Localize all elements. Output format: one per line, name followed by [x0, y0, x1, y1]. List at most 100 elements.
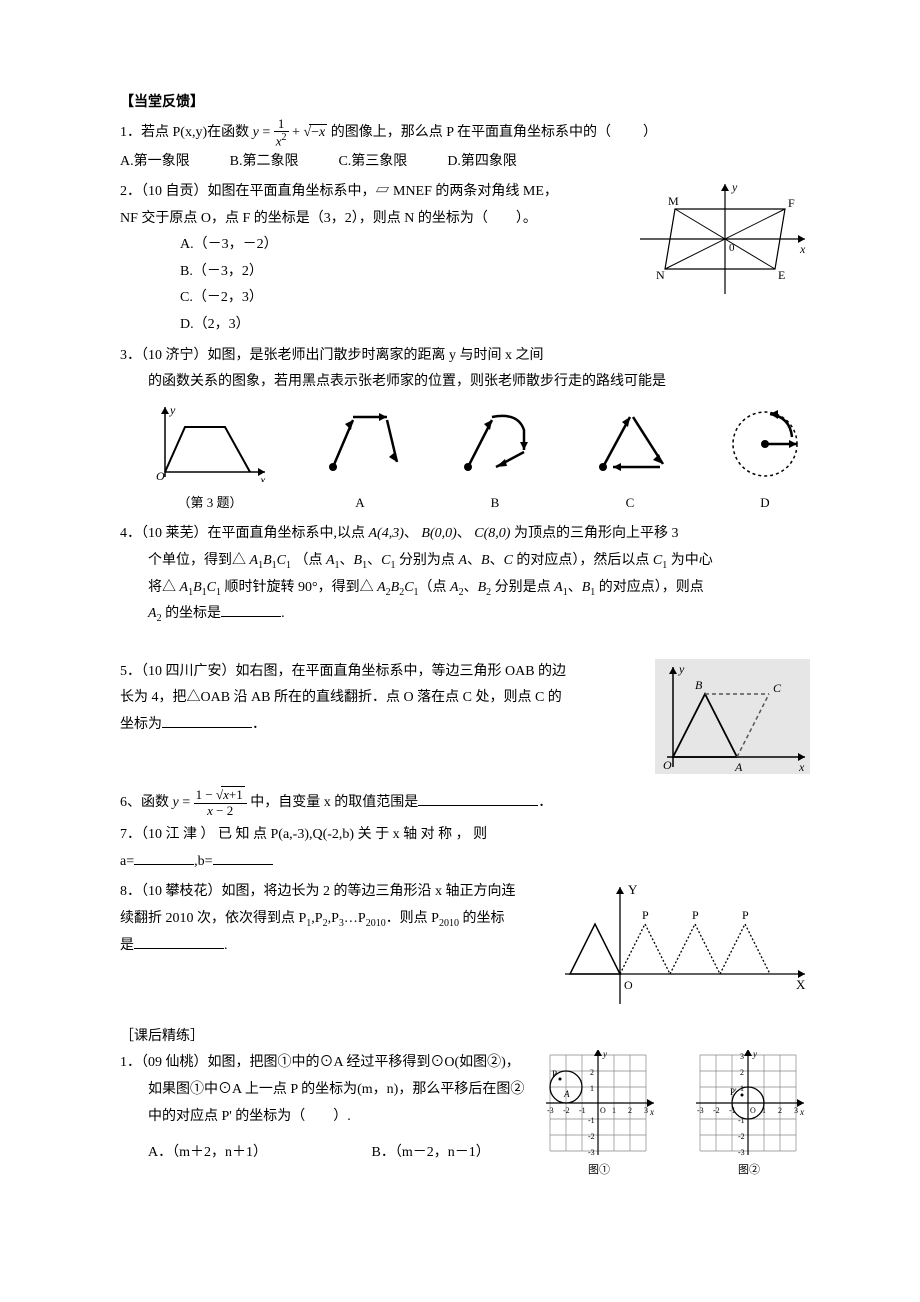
svg-text:P: P	[552, 1069, 557, 1079]
q1-formula: y = 1x2 + −x	[253, 125, 331, 140]
question-8: X Y O P P P 8．（10 攀枝花）如图，将边长为 2 的等边三角形沿 …	[120, 879, 810, 1020]
q3-opt-c-fig	[585, 402, 675, 482]
svg-text:P: P	[642, 908, 649, 922]
q4-l2p: 个单位，得到△	[148, 553, 246, 568]
svg-text:-1: -1	[729, 1106, 736, 1115]
svg-text:-2: -2	[588, 1132, 595, 1141]
q7-l2: a=,b=	[120, 849, 810, 876]
q2-opt-a: A.（－3，－2）	[180, 232, 460, 259]
svg-text:-3: -3	[697, 1106, 704, 1115]
svg-text:O: O	[750, 1106, 756, 1115]
q4-c: C(8,0)	[474, 526, 510, 541]
q2-opt-c: C.（－2，3）	[180, 285, 460, 312]
q2-figure: x y 0 M F N E	[630, 179, 810, 310]
q2-opt-d: D.（2，3）	[180, 312, 460, 339]
q1-opt-d: D.第四象限	[447, 149, 517, 176]
q1-stem-post: 的图像上，那么点 P 在平面直角坐标系中的（	[331, 125, 611, 140]
q3-stem-l1: 3．（10 济宁）如图，是张老师出门散步时离家的距离 y 与时间 x 之间	[120, 343, 810, 370]
svg-text:x: x	[259, 473, 266, 482]
svg-text:2: 2	[590, 1068, 594, 1077]
svg-text:N: N	[656, 268, 665, 282]
q6-post: 中，自变量 x 的取值范围是	[250, 795, 418, 810]
svg-text:3: 3	[794, 1106, 798, 1115]
svg-text:M: M	[668, 194, 679, 208]
question-3: 3．（10 济宁）如图，是张老师出门散步时离家的距离 y 与时间 x 之间 的函…	[120, 343, 810, 516]
q3-label-a: A	[315, 491, 405, 516]
svg-text:C: C	[773, 681, 782, 695]
svg-text:3: 3	[644, 1106, 648, 1115]
q3-caption: （第 3 题）	[150, 491, 270, 516]
svg-text:1: 1	[612, 1106, 616, 1115]
svg-text:Y: Y	[628, 882, 638, 897]
q3-opt-a-fig	[315, 402, 405, 482]
svg-text:0: 0	[729, 242, 735, 254]
question-2: x y 0 M F N E 2．（10 自贡）如图在平面直角坐标系中，▱ MNE…	[120, 179, 810, 339]
q5-figure: O A B C x y	[655, 659, 810, 785]
svg-text:-1: -1	[579, 1106, 586, 1115]
svg-text:-1: -1	[588, 1116, 595, 1125]
q6-pre: 6、函数	[120, 795, 173, 810]
q3-label-c: C	[585, 491, 675, 516]
question-4: 4．（10 莱芜）在平面直角坐标系中,以点 A(4,3)、 B(0,0)、 C(…	[120, 521, 810, 628]
svg-text:图②: 图②	[738, 1163, 760, 1176]
svg-text:O: O	[600, 1106, 606, 1115]
q1-opt-b: B.第二象限	[230, 149, 299, 176]
svg-text:x: x	[799, 1107, 804, 1117]
svg-text:F: F	[788, 196, 795, 210]
svg-text:x: x	[799, 242, 806, 256]
svg-text:y: y	[731, 180, 738, 194]
svg-text:2: 2	[778, 1106, 782, 1115]
q4-pre: 4．（10 莱芜）在平面直角坐标系中,以点	[120, 526, 369, 541]
q4-mid1: 为顶点的三角形向上平移 3	[514, 526, 679, 541]
q3-graph: O x y	[150, 402, 270, 482]
svg-text:O: O	[156, 469, 165, 482]
svg-text:-3: -3	[547, 1106, 554, 1115]
q3-label-d: D	[720, 491, 810, 516]
svg-text:y: y	[169, 403, 176, 417]
svg-text:A: A	[734, 760, 743, 774]
post-question-1: P A x y -3-2-1O123 21-1-2-3 图①	[120, 1050, 810, 1211]
svg-text:P': P'	[730, 1087, 737, 1097]
svg-text:y: y	[602, 1050, 607, 1059]
svg-text:2: 2	[628, 1106, 632, 1115]
q7-l1: 7．（10 江 津 ） 已 知 点 P(a,-3),Q(-2,b) 关 于 x …	[120, 822, 810, 849]
question-7: 7．（10 江 津 ） 已 知 点 P(a,-3),Q(-2,b) 关 于 x …	[120, 822, 810, 875]
q3-label-b: B	[450, 491, 540, 516]
q2-opt-b: B.（－3，2）	[180, 259, 460, 286]
svg-text:-2: -2	[738, 1132, 745, 1141]
svg-text:y: y	[678, 662, 685, 676]
p1-opt-a: A．（m＋2，n＋1）	[148, 1140, 368, 1167]
q3-opt-b-fig	[450, 402, 540, 482]
svg-text:-2: -2	[563, 1106, 570, 1115]
svg-text:-2: -2	[713, 1106, 720, 1115]
svg-text:2: 2	[740, 1068, 744, 1077]
svg-text:3: 3	[740, 1052, 744, 1061]
q4-a: A(4,3)	[369, 526, 404, 541]
svg-text:B: B	[695, 678, 703, 692]
svg-text:E: E	[778, 268, 785, 282]
q8-figure: X Y O P P P	[550, 879, 810, 1020]
q3-opt-d-fig	[720, 402, 810, 482]
section2-title: ［课后精练］	[120, 1024, 810, 1051]
svg-text:A: A	[563, 1089, 570, 1099]
svg-text:O: O	[663, 758, 672, 772]
svg-text:P: P	[692, 908, 699, 922]
section-title: 【当堂反馈】	[120, 90, 810, 117]
svg-text:y: y	[752, 1050, 757, 1059]
svg-text:x: x	[649, 1107, 654, 1117]
q3-stem-l2: 的函数关系的图象，若用黑点表示张老师家的位置，则张老师散步行走的路线可能是	[120, 369, 810, 396]
q3-figure-row: O x y （第 3 题） A	[150, 402, 810, 515]
svg-text:1: 1	[740, 1084, 744, 1093]
q4-b: B(0,0)	[421, 526, 456, 541]
question-1: 1．若点 P(x,y)在函数 y = 1x2 + −x 的图像上，那么点 P 在…	[120, 117, 810, 176]
svg-text:-3: -3	[588, 1148, 595, 1157]
svg-text:-3: -3	[738, 1148, 745, 1157]
svg-text:图①: 图①	[588, 1163, 610, 1176]
p1-opt-b: B．（m－2，n－1）	[372, 1145, 490, 1160]
q1-opt-c: C.第三象限	[338, 149, 407, 176]
question-6: 6、函数 y = 1 − x+1 x − 2 中，自变量 x 的取值范围是．	[120, 788, 810, 818]
svg-text:O: O	[624, 978, 633, 992]
p1-figure: P A x y -3-2-1O123 21-1-2-3 图①	[540, 1050, 810, 1211]
q1-opt-a: A.第一象限	[120, 149, 190, 176]
q1-stem-pre: 1．若点 P(x,y)在函数	[120, 125, 253, 140]
